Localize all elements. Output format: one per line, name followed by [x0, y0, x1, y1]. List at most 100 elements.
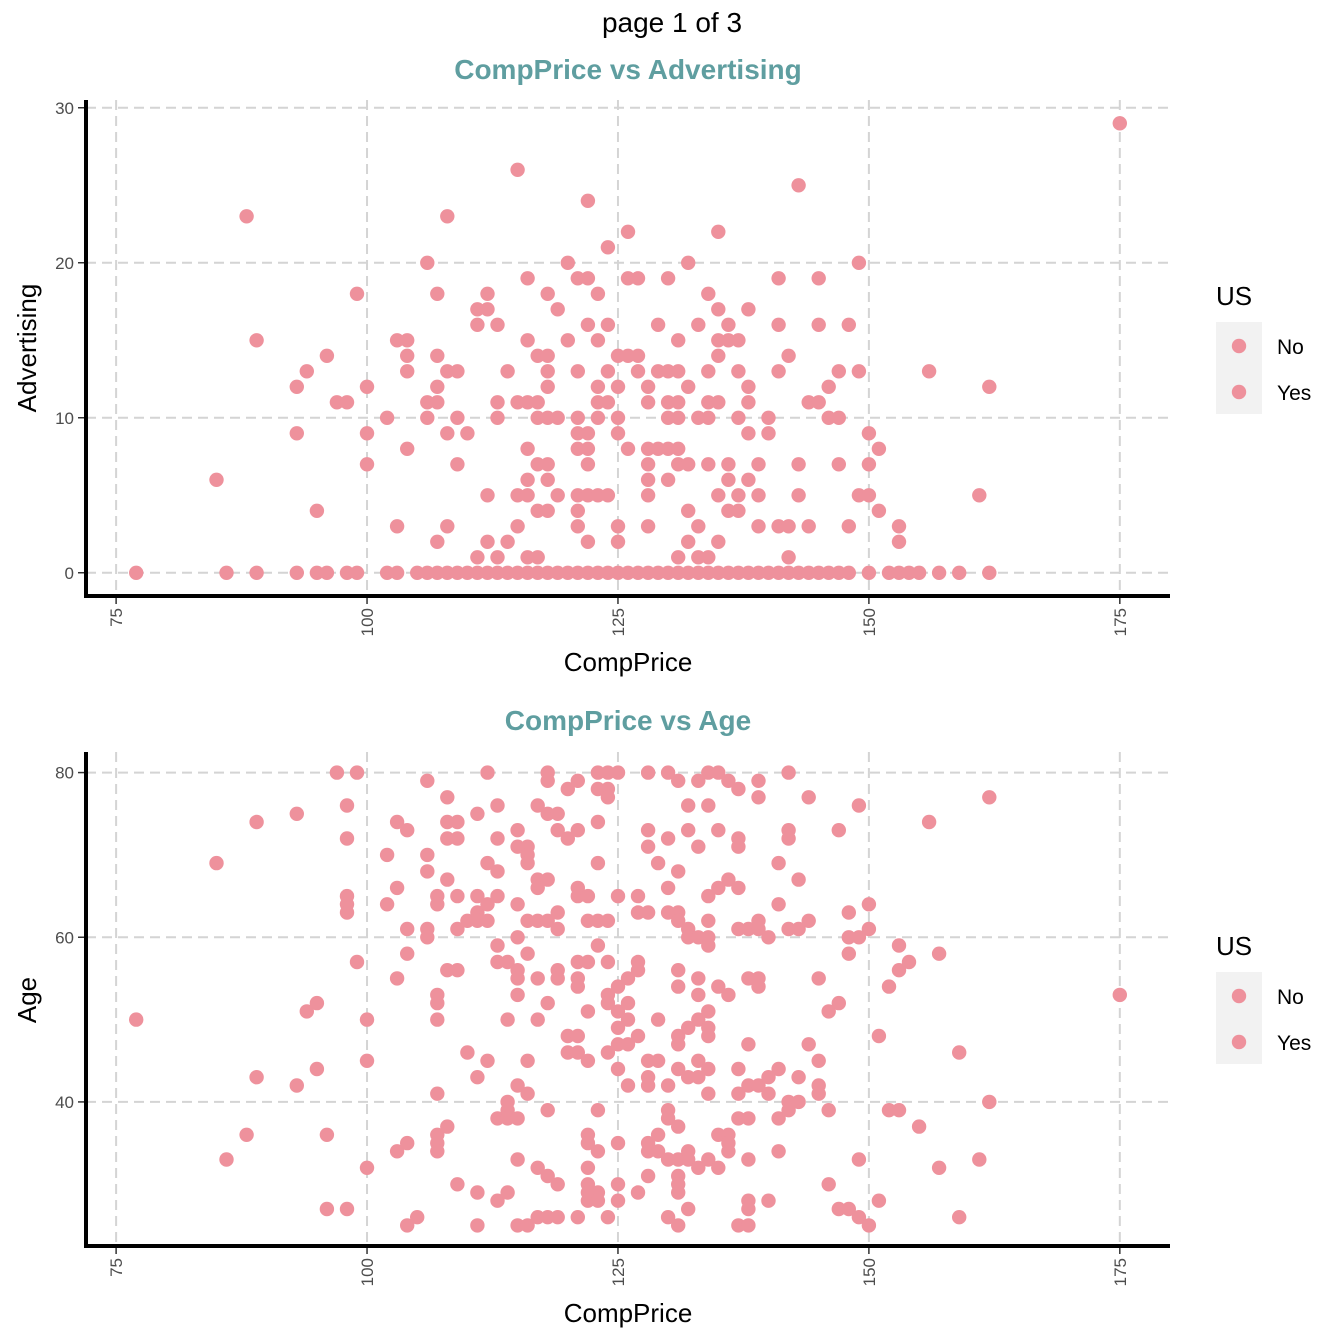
data-point [540, 410, 555, 425]
data-point [821, 1177, 836, 1192]
data-point [650, 1053, 666, 1069]
dot-icon [1231, 338, 1247, 354]
data-point [751, 773, 766, 788]
data-point [771, 271, 786, 286]
data-point [982, 790, 997, 805]
data-point [751, 488, 766, 503]
data-point [681, 379, 696, 394]
data-point [871, 1193, 887, 1208]
data-point [610, 888, 626, 904]
data-point [510, 1152, 525, 1167]
data-point [460, 1045, 475, 1060]
data-point [701, 395, 716, 410]
data-point [681, 823, 696, 838]
data-point [711, 565, 726, 580]
data-point [249, 814, 264, 830]
data-point [530, 1160, 545, 1176]
data-point [660, 441, 676, 456]
data-point [570, 488, 585, 503]
data-point [600, 364, 616, 379]
data-point [701, 913, 716, 928]
data-point [580, 913, 596, 928]
data-point [600, 240, 616, 255]
data-point [389, 1144, 405, 1159]
data-point [881, 565, 897, 580]
data-point [650, 441, 666, 456]
data-point [400, 823, 415, 838]
data-point [620, 224, 636, 239]
data-point [530, 913, 545, 928]
data-point [289, 1078, 304, 1093]
data-point [610, 979, 626, 994]
data-point [590, 855, 606, 871]
data-point [630, 565, 646, 580]
data-point [610, 1135, 626, 1151]
data-point [540, 457, 555, 472]
data-point [359, 1053, 375, 1069]
data-point [620, 441, 636, 456]
data-point [640, 905, 656, 920]
data-point [791, 488, 806, 503]
legend-key-background [1216, 972, 1262, 1064]
data-point [610, 426, 626, 441]
data-point [851, 364, 867, 379]
x-tick-label: 175 [1111, 608, 1130, 636]
data-point [410, 1210, 425, 1225]
data-point [339, 905, 355, 920]
data-point [470, 888, 485, 904]
data-point [982, 565, 997, 580]
data-point [831, 1201, 846, 1217]
data-point [721, 1144, 736, 1159]
data-point [660, 364, 676, 379]
data-point [520, 1053, 535, 1069]
data-point [319, 1127, 335, 1143]
x-tick-label: 150 [860, 1258, 879, 1286]
data-point [510, 839, 525, 854]
data-point [731, 880, 746, 896]
data-point [881, 1103, 897, 1118]
data-point [389, 565, 405, 580]
data-point [500, 534, 515, 549]
data-point [620, 971, 636, 986]
data-point [781, 921, 796, 937]
data-point [1112, 116, 1128, 131]
data-point [620, 1078, 636, 1093]
data-point [530, 971, 545, 986]
data-point [721, 987, 736, 1003]
data-point [671, 773, 686, 788]
data-point [660, 271, 676, 286]
data-point [731, 781, 746, 797]
data-point [470, 913, 485, 928]
data-point [550, 1210, 565, 1225]
data-point [630, 888, 646, 904]
data-point [660, 395, 676, 410]
data-point [801, 565, 816, 580]
data-point [721, 333, 736, 348]
data-point [861, 426, 877, 441]
data-point [610, 534, 626, 549]
data-point [610, 1004, 626, 1019]
data-point [379, 897, 395, 912]
legend-item-label: No [1277, 336, 1304, 359]
points-layer [129, 116, 1128, 580]
data-point [751, 565, 766, 580]
data-point [560, 781, 575, 797]
data-point [761, 930, 776, 945]
data-point [630, 348, 646, 363]
data-point [600, 995, 616, 1011]
data-point [450, 1177, 465, 1192]
data-point [570, 565, 585, 580]
data-point [480, 765, 495, 780]
data-point [550, 823, 565, 838]
data-point [761, 565, 776, 580]
chart-compprice-vs-advertising: CompPrice vs Advertising 75 100 125 150 175 0… [12, 54, 1311, 677]
data-point [620, 1012, 636, 1027]
data-point [821, 1004, 836, 1019]
data-point [610, 1193, 626, 1208]
data-point [420, 395, 435, 410]
y-tick-label: 60 [55, 928, 74, 947]
data-point [349, 765, 365, 780]
data-point [831, 823, 846, 838]
data-point [590, 379, 606, 394]
data-point [771, 1061, 786, 1077]
